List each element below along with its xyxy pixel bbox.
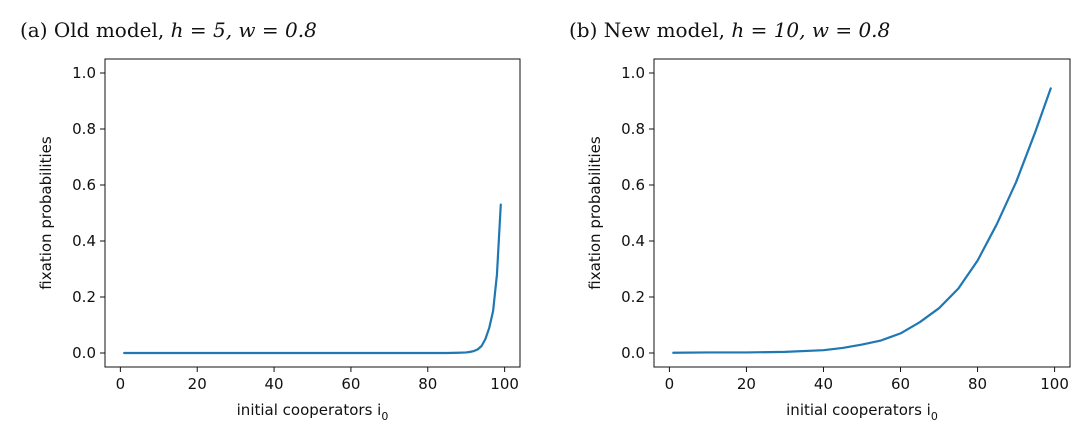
panel-title-b-params: h = 10, w = 0.8 xyxy=(731,18,891,42)
x-axis-label-text: initial cooperators i xyxy=(237,401,382,419)
x-tick-label: 40 xyxy=(814,375,833,393)
chart-a: 0 20 40 60 80 100 0.0 0.2 0.4 0.6 0.8 1.0 initial co… xyxy=(37,58,521,423)
y-tick-label: 0.6 xyxy=(621,176,645,194)
y-tick-label: 0.2 xyxy=(621,288,645,306)
y-tick-label: 0.6 xyxy=(72,176,96,194)
panel-title-b-prefix: (b) New model, xyxy=(569,18,725,42)
x-tick-label: 60 xyxy=(891,375,910,393)
x-tick-label: 100 xyxy=(490,375,519,393)
plot-frame xyxy=(653,58,1071,368)
chart-b: 0 20 40 60 80 100 0.0 0.2 0.4 0.6 0.8 1.0 initial co… xyxy=(586,58,1071,423)
panel-title-a: (a) Old model, h = 5, w = 0.8 xyxy=(20,18,317,42)
x-axis-label-text: initial cooperators i xyxy=(786,401,931,419)
y-tick-label: 0.4 xyxy=(621,232,645,250)
x-tick-label: 100 xyxy=(1040,375,1069,393)
y-tick-label: 0.2 xyxy=(72,288,96,306)
x-axis-label-subscript: 0 xyxy=(931,410,938,423)
series-line-b-0 xyxy=(672,87,1052,354)
x-tick-label: 80 xyxy=(968,375,987,393)
x-tick-label: 0 xyxy=(116,375,126,393)
panel-title-a-prefix: (a) Old model, xyxy=(20,18,165,42)
series-line-a-0 xyxy=(123,203,502,355)
y-tick-label: 0.0 xyxy=(72,344,96,362)
x-tick-label: 0 xyxy=(665,375,675,393)
x-axis-label: initial cooperators i0 xyxy=(786,401,938,423)
y-axis-label: fixation probabilities xyxy=(37,136,55,290)
x-tick-label: 60 xyxy=(341,375,360,393)
y-tick-label: 1.0 xyxy=(621,64,645,82)
y-tick-label: 0.4 xyxy=(72,232,96,250)
panel-title-a-params: h = 5, w = 0.8 xyxy=(170,18,317,42)
x-tick-label: 20 xyxy=(188,375,207,393)
plot-frame xyxy=(104,58,521,368)
panel-title-b: (b) New model, h = 10, w = 0.8 xyxy=(569,18,890,42)
x-tick-label: 80 xyxy=(418,375,437,393)
x-axis-label-subscript: 0 xyxy=(381,410,388,423)
x-tick-label: 40 xyxy=(265,375,284,393)
y-tick-label: 0.8 xyxy=(72,120,96,138)
x-tick-label: 20 xyxy=(737,375,756,393)
y-tick-label: 1.0 xyxy=(72,64,96,82)
x-axis-label: initial cooperators i0 xyxy=(237,401,389,423)
y-axis-label: fixation probabilities xyxy=(586,136,604,290)
y-tick-label: 0.8 xyxy=(621,120,645,138)
y-tick-label: 0.0 xyxy=(621,344,645,362)
